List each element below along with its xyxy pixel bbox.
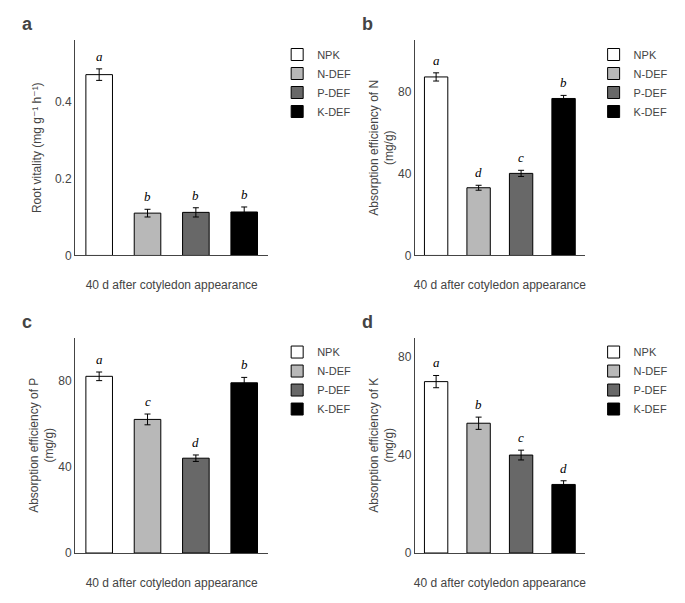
svg-text:N-DEF: N-DEF xyxy=(317,365,351,377)
svg-text:NPK: NPK xyxy=(634,346,657,358)
svg-text:P-DEF: P-DEF xyxy=(317,384,350,396)
svg-text:80: 80 xyxy=(398,350,412,364)
svg-text:K-DEF: K-DEF xyxy=(317,106,350,118)
svg-text:NPK: NPK xyxy=(317,346,340,358)
svg-text:a: a xyxy=(96,352,103,367)
svg-text:Absorption efficiency of P(mg/: Absorption efficiency of P(mg/g) xyxy=(27,378,57,513)
svg-text:80: 80 xyxy=(58,374,72,388)
svg-text:d: d xyxy=(475,165,482,180)
svg-text:0: 0 xyxy=(405,546,412,560)
svg-text:b: b xyxy=(241,187,248,202)
svg-text:0: 0 xyxy=(65,249,72,263)
svg-text:a: a xyxy=(22,14,33,34)
svg-text:a: a xyxy=(96,49,103,64)
svg-text:40 d after cotyledon appearanc: 40 d after cotyledon appearance xyxy=(86,576,258,590)
svg-text:Absorption efficiency of N(mg/: Absorption efficiency of N(mg/g) xyxy=(367,80,397,216)
svg-text:d: d xyxy=(362,312,373,332)
svg-text:0: 0 xyxy=(65,546,72,560)
svg-text:a: a xyxy=(433,53,440,68)
svg-text:b: b xyxy=(475,397,482,412)
svg-text:K-DEF: K-DEF xyxy=(634,403,667,415)
svg-text:c: c xyxy=(22,312,32,332)
svg-text:N-DEF: N-DEF xyxy=(634,365,668,377)
svg-text:0: 0 xyxy=(405,249,412,263)
svg-text:P-DEF: P-DEF xyxy=(634,384,667,396)
svg-text:K-DEF: K-DEF xyxy=(317,403,350,415)
svg-text:0.4: 0.4 xyxy=(55,95,72,109)
svg-text:c: c xyxy=(145,394,151,409)
svg-text:40 d after cotyledon appearanc: 40 d after cotyledon appearance xyxy=(414,576,586,590)
svg-text:b: b xyxy=(362,14,373,34)
svg-text:40: 40 xyxy=(58,460,72,474)
svg-text:40 d after cotyledon appearanc: 40 d after cotyledon appearance xyxy=(86,278,258,292)
svg-text:P-DEF: P-DEF xyxy=(317,87,350,99)
svg-text:b: b xyxy=(192,188,199,203)
svg-text:d: d xyxy=(560,461,567,476)
svg-text:P-DEF: P-DEF xyxy=(634,87,667,99)
svg-text:40: 40 xyxy=(398,167,412,181)
svg-text:b: b xyxy=(241,357,248,372)
svg-text:d: d xyxy=(192,435,199,450)
svg-text:NPK: NPK xyxy=(634,49,657,61)
svg-text:Root vitality (mg g⁻¹ h⁻¹): Root vitality (mg g⁻¹ h⁻¹) xyxy=(30,82,44,213)
svg-text:N-DEF: N-DEF xyxy=(317,68,351,80)
svg-text:c: c xyxy=(518,430,524,445)
svg-text:b: b xyxy=(560,75,567,90)
svg-text:N-DEF: N-DEF xyxy=(634,68,668,80)
svg-text:c: c xyxy=(518,150,524,165)
svg-text:K-DEF: K-DEF xyxy=(634,106,667,118)
svg-text:80: 80 xyxy=(398,85,412,99)
svg-text:0.2: 0.2 xyxy=(55,172,72,186)
svg-text:40: 40 xyxy=(398,448,412,462)
svg-text:NPK: NPK xyxy=(317,49,340,61)
svg-text:a: a xyxy=(433,355,440,370)
svg-text:b: b xyxy=(144,189,151,204)
svg-text:Absorption efficiency of K(mg/: Absorption efficiency of K(mg/g) xyxy=(367,378,397,513)
svg-text:40 d after cotyledon appearanc: 40 d after cotyledon appearance xyxy=(414,278,586,292)
